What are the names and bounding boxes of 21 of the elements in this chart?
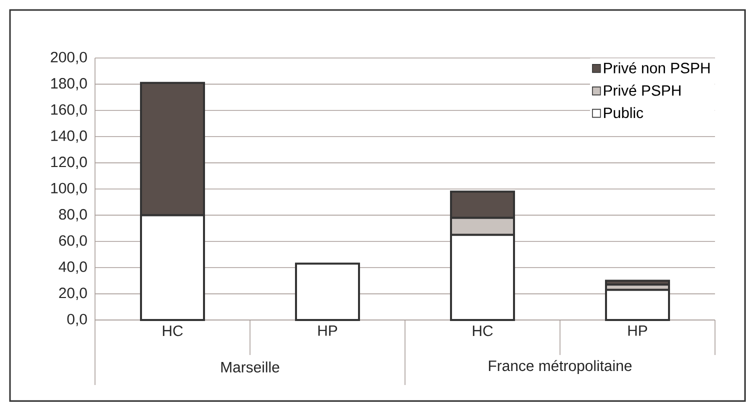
text: France métropolitaine [488,360,632,374]
y-tick-label: 20,0 [59,288,87,300]
y-tick-label: 200,0 [50,52,87,64]
y-tick-label: 40,0 [58,261,87,274]
y-tick-label: 80,0 [59,209,87,222]
x-tick-label: HC [162,326,183,336]
text: Marseille [221,362,280,372]
legend-label: Public [604,107,644,118]
y-tick-label: 0,0 [67,314,87,326]
y-tick-label: 100,0 [51,182,87,196]
y-tick-label: 180,0 [51,78,87,90]
y-tick-label: 140,0 [51,130,87,143]
y-tick-label: 60,0 [59,235,87,248]
y-tick-label: 120,0 [51,156,87,169]
x-tick-label: HC [472,326,493,336]
x-tick-label: HP [318,326,338,336]
legend-label: Privé PSPH [604,84,680,96]
legend-label: Privé non PSPH [604,62,710,74]
bar [295,262,360,321]
y-tick-label: 160,0 [51,104,87,117]
x-tick-label: HP [628,326,648,336]
